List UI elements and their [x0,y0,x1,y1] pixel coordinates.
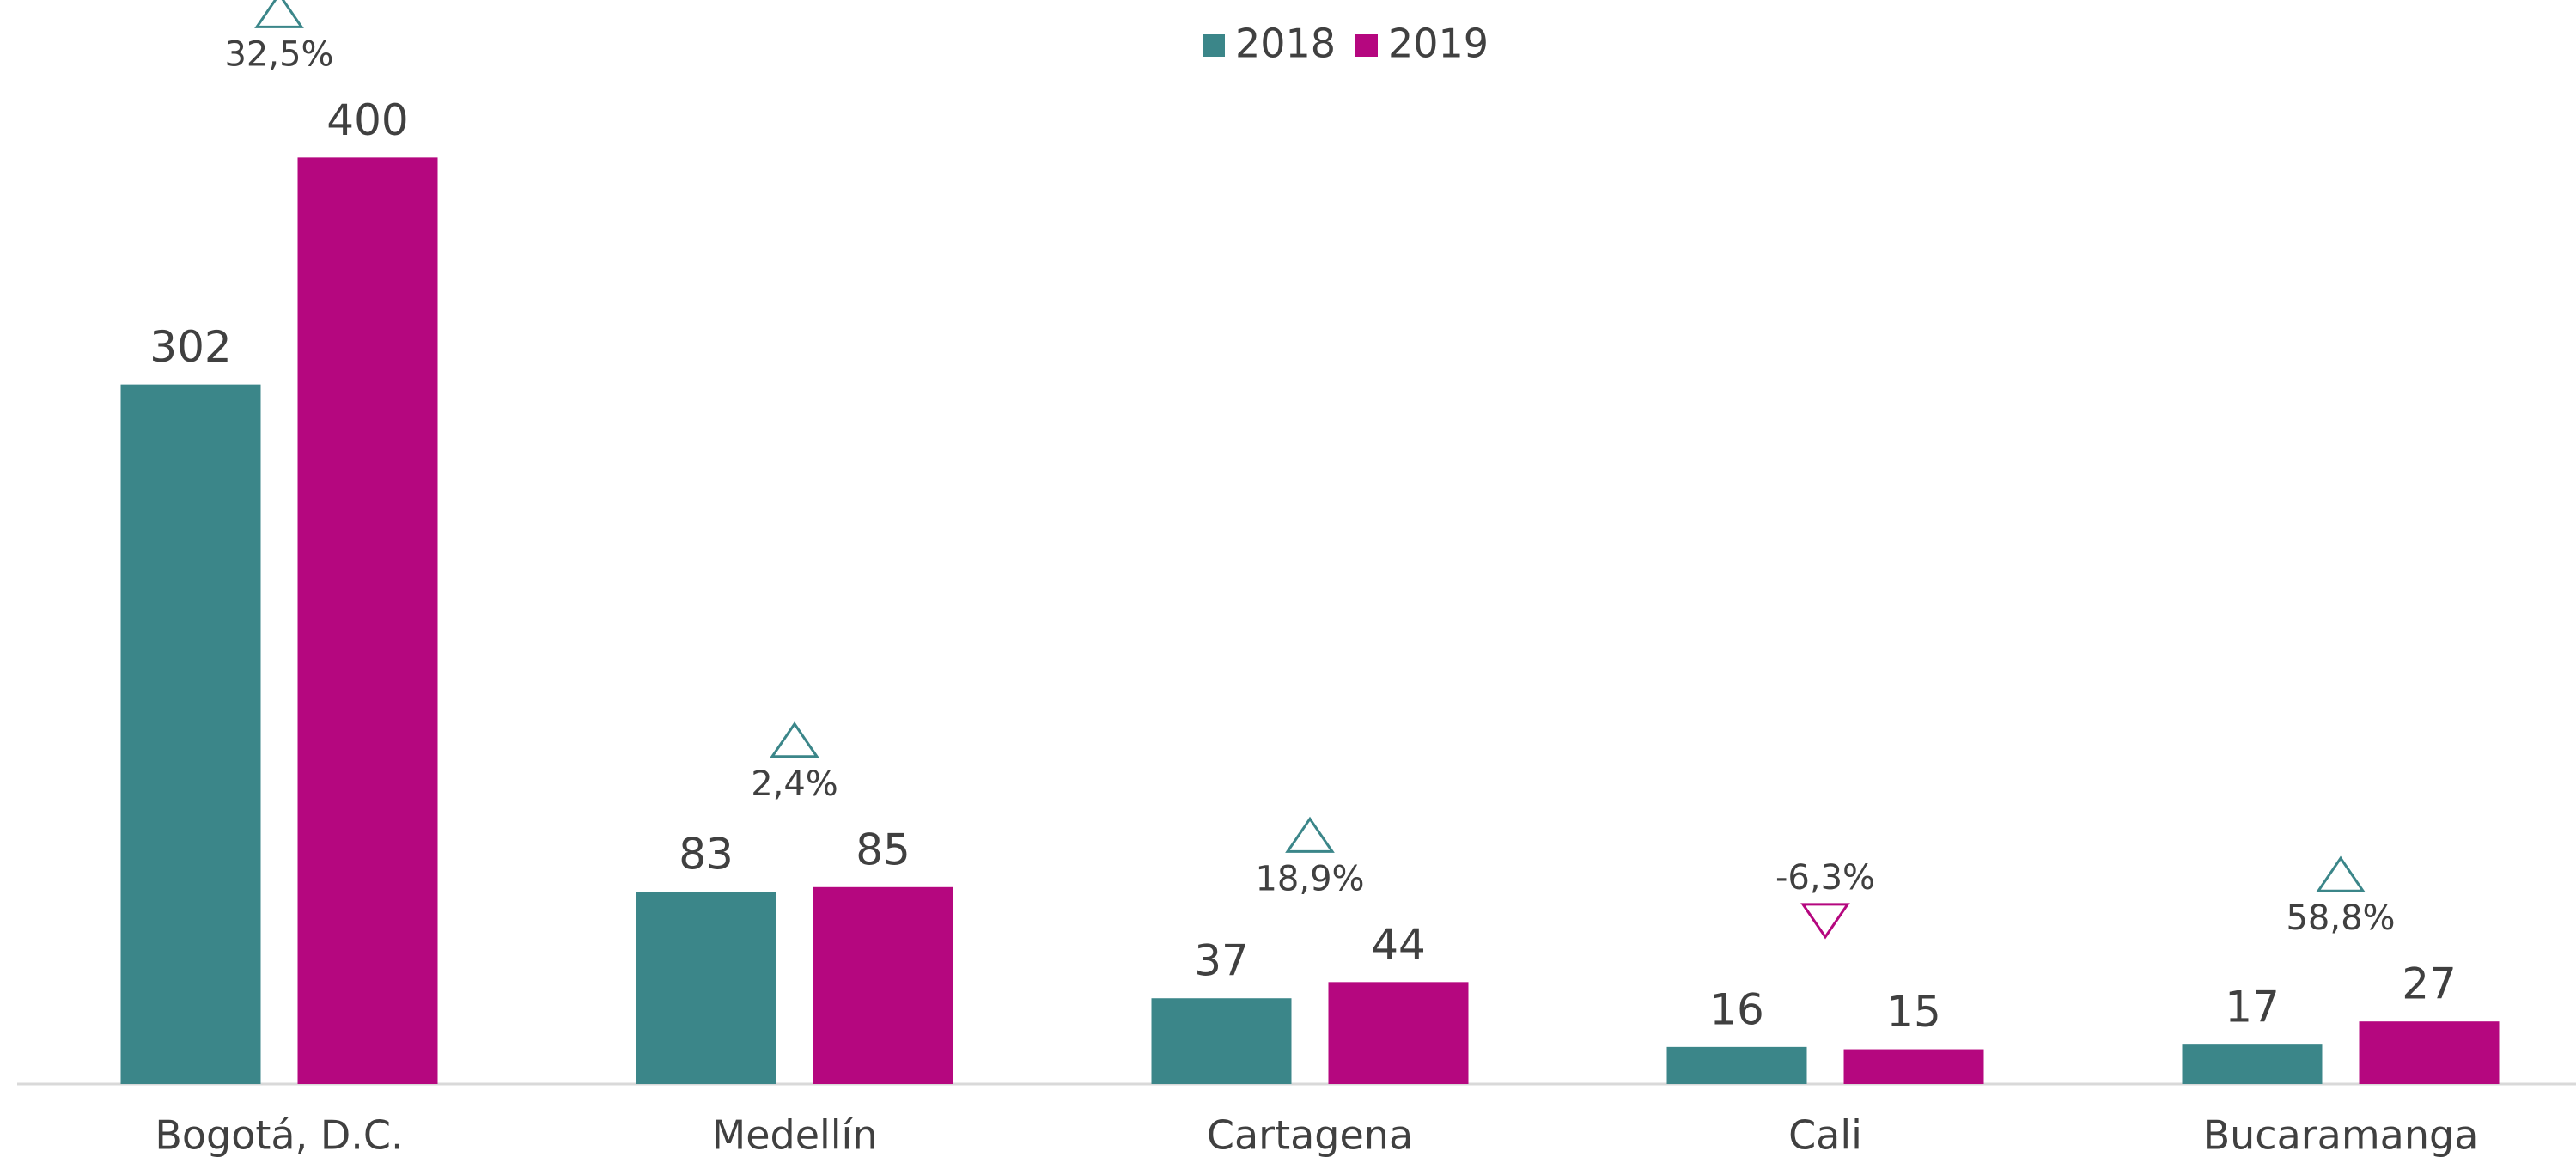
change-label: 32,5% [224,34,333,74]
bar [297,157,438,1084]
bar [2359,1021,2500,1084]
change-triangle [1800,903,1850,940]
bar [1666,1046,1807,1084]
bar [2182,1044,2323,1084]
bar [813,886,953,1084]
change-label: 58,8% [2286,898,2395,938]
bar [1328,982,1469,1084]
legend-label: 2019 [1388,21,1489,67]
data-label: 44 [1371,920,1426,970]
x-tick-label: Cartagena [1207,1112,1413,1159]
bar [636,892,776,1084]
data-label: 83 [679,830,734,880]
bar [1151,998,1292,1084]
change-triangle [254,0,304,28]
legend-label: 2018 [1235,21,1336,67]
bar [1843,1049,1984,1084]
change-triangle [1285,816,1335,853]
change-label: 18,9% [1255,859,1364,898]
data-label: 16 [1709,984,1764,1034]
x-tick-label: Bucaramanga [2203,1112,2479,1159]
data-label: 27 [2402,959,2457,1009]
legend-swatch [1355,34,1378,57]
x-tick-label: Cali [1788,1112,1862,1159]
data-label: 15 [1886,987,1941,1037]
data-label: 302 [149,322,231,372]
bar [120,384,261,1085]
legend-swatch [1203,34,1225,57]
x-tick-label: Bogotá, D.C. [155,1112,403,1159]
change-label: -6,3% [1775,858,1875,898]
data-label: 85 [856,825,910,874]
data-label: 17 [2225,983,2280,1032]
data-label: 37 [1194,936,1249,986]
change-triangle [770,721,819,758]
data-label: 400 [326,95,408,145]
change-triangle [2316,855,2366,892]
x-tick-label: Medellín [712,1112,878,1159]
change-label: 2,4% [751,764,838,804]
